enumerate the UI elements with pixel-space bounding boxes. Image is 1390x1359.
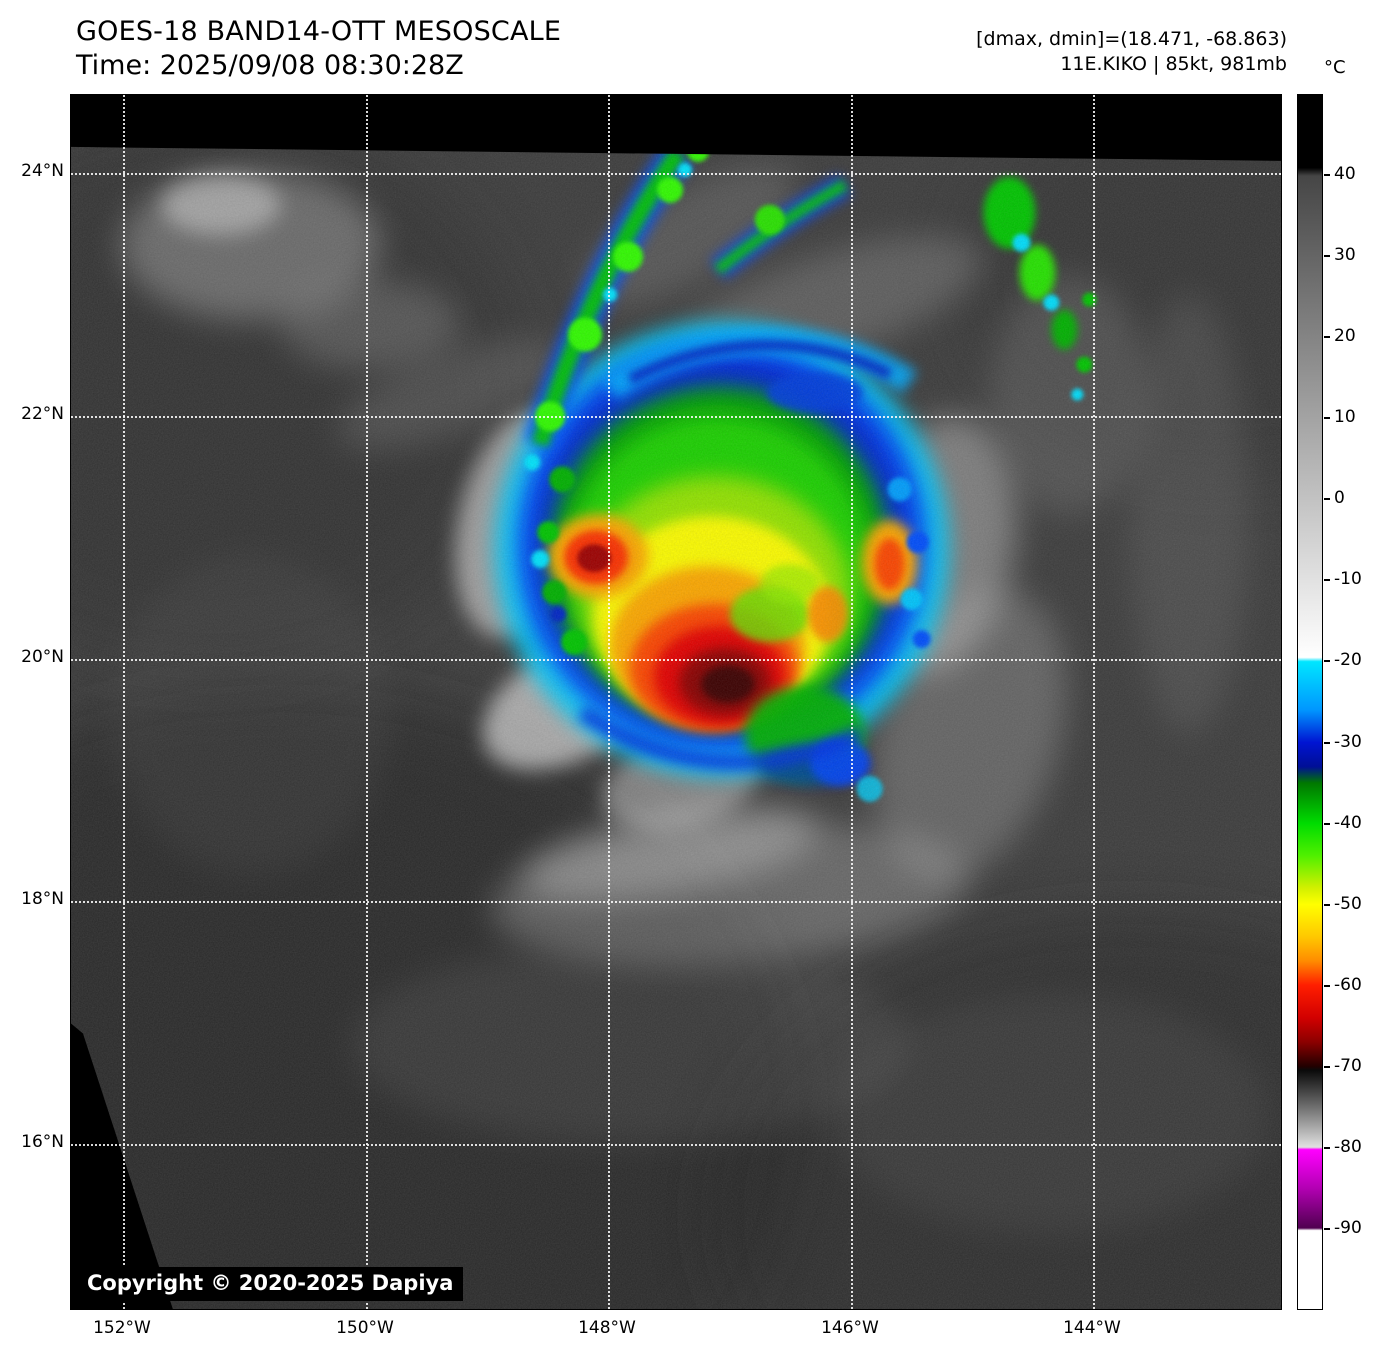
colorbar-tick-mark <box>1324 579 1330 582</box>
colorbar-tick-label: 10 <box>1334 407 1356 428</box>
scan-edge-black <box>71 95 1281 1309</box>
colorbar-tick-mark <box>1324 1227 1330 1230</box>
lon-tick-label: 148°W <box>578 1318 636 1338</box>
colorbar-tick-label: -10 <box>1334 569 1362 590</box>
figure-timestamp: Time: 2025/09/08 08:30:28Z <box>76 50 464 81</box>
lon-tick-label: 146°W <box>821 1318 879 1338</box>
lat-tick-label: 20°N <box>21 647 64 667</box>
satellite-map: Copyright © 2020-2025 Dapiya <box>70 94 1282 1310</box>
lon-tick-label: 144°W <box>1063 1318 1121 1338</box>
lon-tick-label: 152°W <box>93 1318 151 1338</box>
colorbar-tick-mark <box>1324 822 1330 825</box>
film-grain-dark <box>71 95 1281 1309</box>
figure-title: GOES-18 BAND14-OTT MESOSCALE <box>76 16 562 47</box>
lat-tick-label: 16°N <box>21 1132 64 1152</box>
figure-info-block: [dmax, dmin]=(18.471, -68.863) 11E.KIKO … <box>976 27 1287 77</box>
satellite-imagery <box>71 95 1281 1309</box>
colorbar-tick-mark <box>1324 336 1330 339</box>
colorbar-tick-label: -70 <box>1334 1055 1362 1076</box>
colorbar-tick-label: 40 <box>1334 164 1356 185</box>
colorbar-tick-label: -40 <box>1334 812 1362 833</box>
colorbar-tick-label: -50 <box>1334 893 1362 914</box>
lon-tick-label: 150°W <box>336 1318 394 1338</box>
colorbar-tick-label: -80 <box>1334 1136 1362 1157</box>
colorbar-tick-mark <box>1324 255 1330 258</box>
colorbar-tick-label: -90 <box>1334 1217 1362 1238</box>
colorbar-tick-mark <box>1324 903 1330 906</box>
colorbar-tick-mark <box>1324 498 1330 501</box>
colorbar-tick-mark <box>1324 984 1330 987</box>
colorbar-unit-label: °C <box>1324 57 1346 78</box>
lat-tick-label: 24°N <box>21 161 64 181</box>
copyright-label: Copyright © 2020-2025 Dapiya <box>77 1267 464 1301</box>
colorbar-tick-label: -30 <box>1334 731 1362 752</box>
storm-info: 11E.KIKO | 85kt, 981mb <box>1060 53 1287 75</box>
colorbar-tick-label: 20 <box>1334 326 1356 347</box>
colorbar-tick-label: 0 <box>1334 488 1345 509</box>
colorbar-tick-mark <box>1324 174 1330 177</box>
colorbar-tick-mark <box>1324 1065 1330 1068</box>
colorbar-tick-mark <box>1324 1146 1330 1149</box>
colorbar <box>1297 94 1323 1310</box>
dmax-dmin-readout: [dmax, dmin]=(18.471, -68.863) <box>976 28 1287 50</box>
colorbar-tick-label: 30 <box>1334 245 1356 266</box>
colorbar-tick-label: -20 <box>1334 650 1362 671</box>
lat-tick-label: 18°N <box>21 889 64 909</box>
colorbar-tick-mark <box>1324 417 1330 420</box>
colorbar-tick-label: -60 <box>1334 974 1362 995</box>
colorbar-tick-mark <box>1324 660 1330 663</box>
lat-tick-label: 22°N <box>21 404 64 424</box>
colorbar-tick-mark <box>1324 741 1330 744</box>
